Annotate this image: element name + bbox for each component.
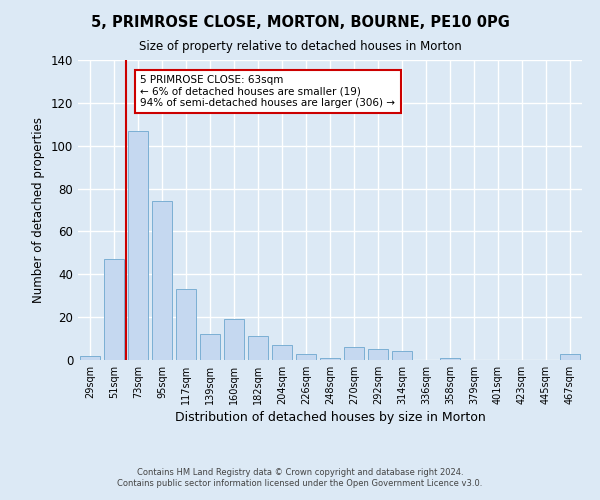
Text: 5, PRIMROSE CLOSE, MORTON, BOURNE, PE10 0PG: 5, PRIMROSE CLOSE, MORTON, BOURNE, PE10 … — [91, 15, 509, 30]
Bar — [128, 130, 148, 360]
Bar — [320, 358, 340, 360]
Bar — [560, 354, 580, 360]
Bar — [176, 290, 196, 360]
Bar — [152, 202, 172, 360]
Bar — [272, 345, 292, 360]
Text: 5 PRIMROSE CLOSE: 63sqm
← 6% of detached houses are smaller (19)
94% of semi-det: 5 PRIMROSE CLOSE: 63sqm ← 6% of detached… — [140, 75, 395, 108]
Bar — [224, 320, 244, 360]
Bar — [344, 347, 364, 360]
Bar — [368, 350, 388, 360]
Bar — [296, 354, 316, 360]
Y-axis label: Number of detached properties: Number of detached properties — [32, 117, 45, 303]
Bar — [248, 336, 268, 360]
Bar — [104, 260, 124, 360]
X-axis label: Distribution of detached houses by size in Morton: Distribution of detached houses by size … — [175, 411, 485, 424]
Text: Contains HM Land Registry data © Crown copyright and database right 2024.
Contai: Contains HM Land Registry data © Crown c… — [118, 468, 482, 487]
Bar — [80, 356, 100, 360]
Bar — [440, 358, 460, 360]
Bar — [392, 352, 412, 360]
Text: Size of property relative to detached houses in Morton: Size of property relative to detached ho… — [139, 40, 461, 53]
Bar — [200, 334, 220, 360]
